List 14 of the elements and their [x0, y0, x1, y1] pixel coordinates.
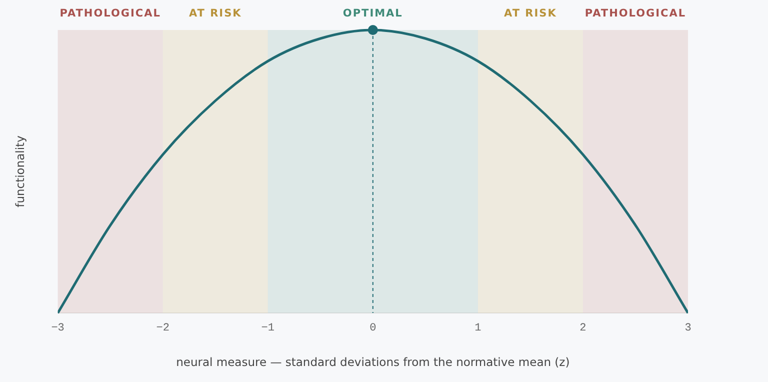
- x-tick-label: −3: [51, 322, 64, 335]
- band-label: OPTIMAL: [342, 8, 403, 20]
- band-label: AT RISK: [188, 8, 242, 20]
- x-tick-label: −1: [261, 322, 275, 335]
- x-tick-label: −2: [156, 322, 170, 335]
- x-tick-label: 3: [684, 322, 692, 335]
- band-label: AT RISK: [504, 8, 557, 20]
- x-tick-label: 1: [474, 322, 482, 335]
- x-tick-label: 2: [580, 322, 586, 335]
- x-tick-label: 0: [370, 322, 376, 335]
- band-label: PATHOLOGICAL: [60, 8, 161, 20]
- y-axis-title: functionality: [12, 135, 27, 208]
- band-label: PATHOLOGICAL: [584, 8, 686, 20]
- x-axis-title: neural measure — standard deviations from the normative mean (z): [176, 355, 570, 370]
